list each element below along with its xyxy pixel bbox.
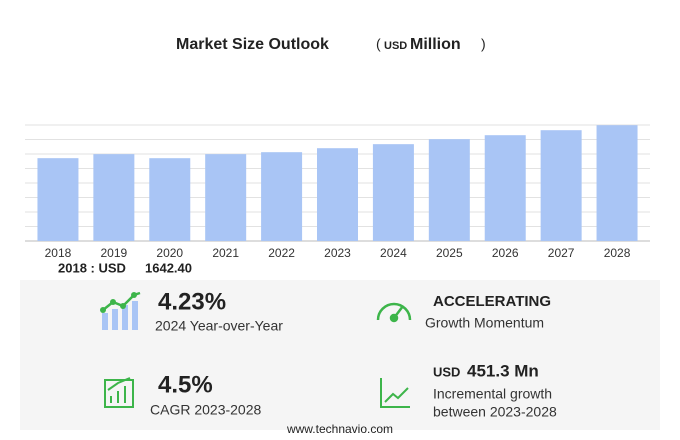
- x-tick-label: 2020: [156, 246, 183, 260]
- stat-value: 4.5%: [158, 371, 213, 398]
- bar: [484, 135, 526, 241]
- x-tick-label: 2019: [101, 246, 128, 260]
- unit-currency: USD: [384, 40, 407, 52]
- highlight-value: 1642.40: [145, 260, 192, 275]
- bar: [372, 144, 414, 241]
- x-tick-label: 2027: [548, 246, 575, 260]
- highlight-label: 2018 : USD: [58, 260, 126, 275]
- stat-label: between 2023-2028: [433, 404, 557, 420]
- footer: www.technavio.com: [286, 422, 393, 436]
- increment-icon: [380, 378, 410, 408]
- x-tick-label: 2025: [436, 246, 463, 260]
- bar: [317, 148, 358, 241]
- bar: [93, 154, 135, 241]
- bar: [261, 152, 303, 241]
- stat-currency: USD: [433, 364, 460, 379]
- unit-open: (: [376, 36, 381, 52]
- stat-label: Incremental growth: [433, 386, 552, 402]
- stat-value: 451.3 Mn: [467, 361, 539, 380]
- x-tick-label: 2024: [380, 246, 407, 260]
- x-tick-label: 2028: [604, 246, 631, 260]
- x-tick-label: 2022: [268, 246, 295, 260]
- bar: [596, 125, 638, 241]
- unit-close: ): [481, 36, 486, 52]
- x-tick-label: 2021: [212, 246, 239, 260]
- bar: [540, 130, 582, 241]
- x-tick-label: 2023: [324, 246, 351, 260]
- stat-label: CAGR 2023-2028: [150, 402, 262, 418]
- stat-value: ACCELERATING: [433, 293, 551, 310]
- growth-icon: [100, 291, 141, 330]
- bar: [37, 158, 79, 241]
- bar: [205, 154, 247, 241]
- bar: [428, 139, 470, 241]
- stat-label: Growth Momentum: [425, 315, 544, 331]
- stat-value: 4.23%: [158, 288, 226, 315]
- x-tick-label: 2018: [45, 246, 72, 260]
- stat-label: 2024 Year-over-Year: [155, 318, 283, 334]
- gauge-icon: [376, 302, 412, 323]
- bar: [149, 158, 191, 241]
- x-tick-label: 2026: [492, 246, 519, 260]
- chart-title: Market Size Outlook: [176, 36, 329, 53]
- bars: [37, 125, 638, 241]
- unit-name: Million: [410, 36, 461, 53]
- cagr-icon: [104, 377, 134, 408]
